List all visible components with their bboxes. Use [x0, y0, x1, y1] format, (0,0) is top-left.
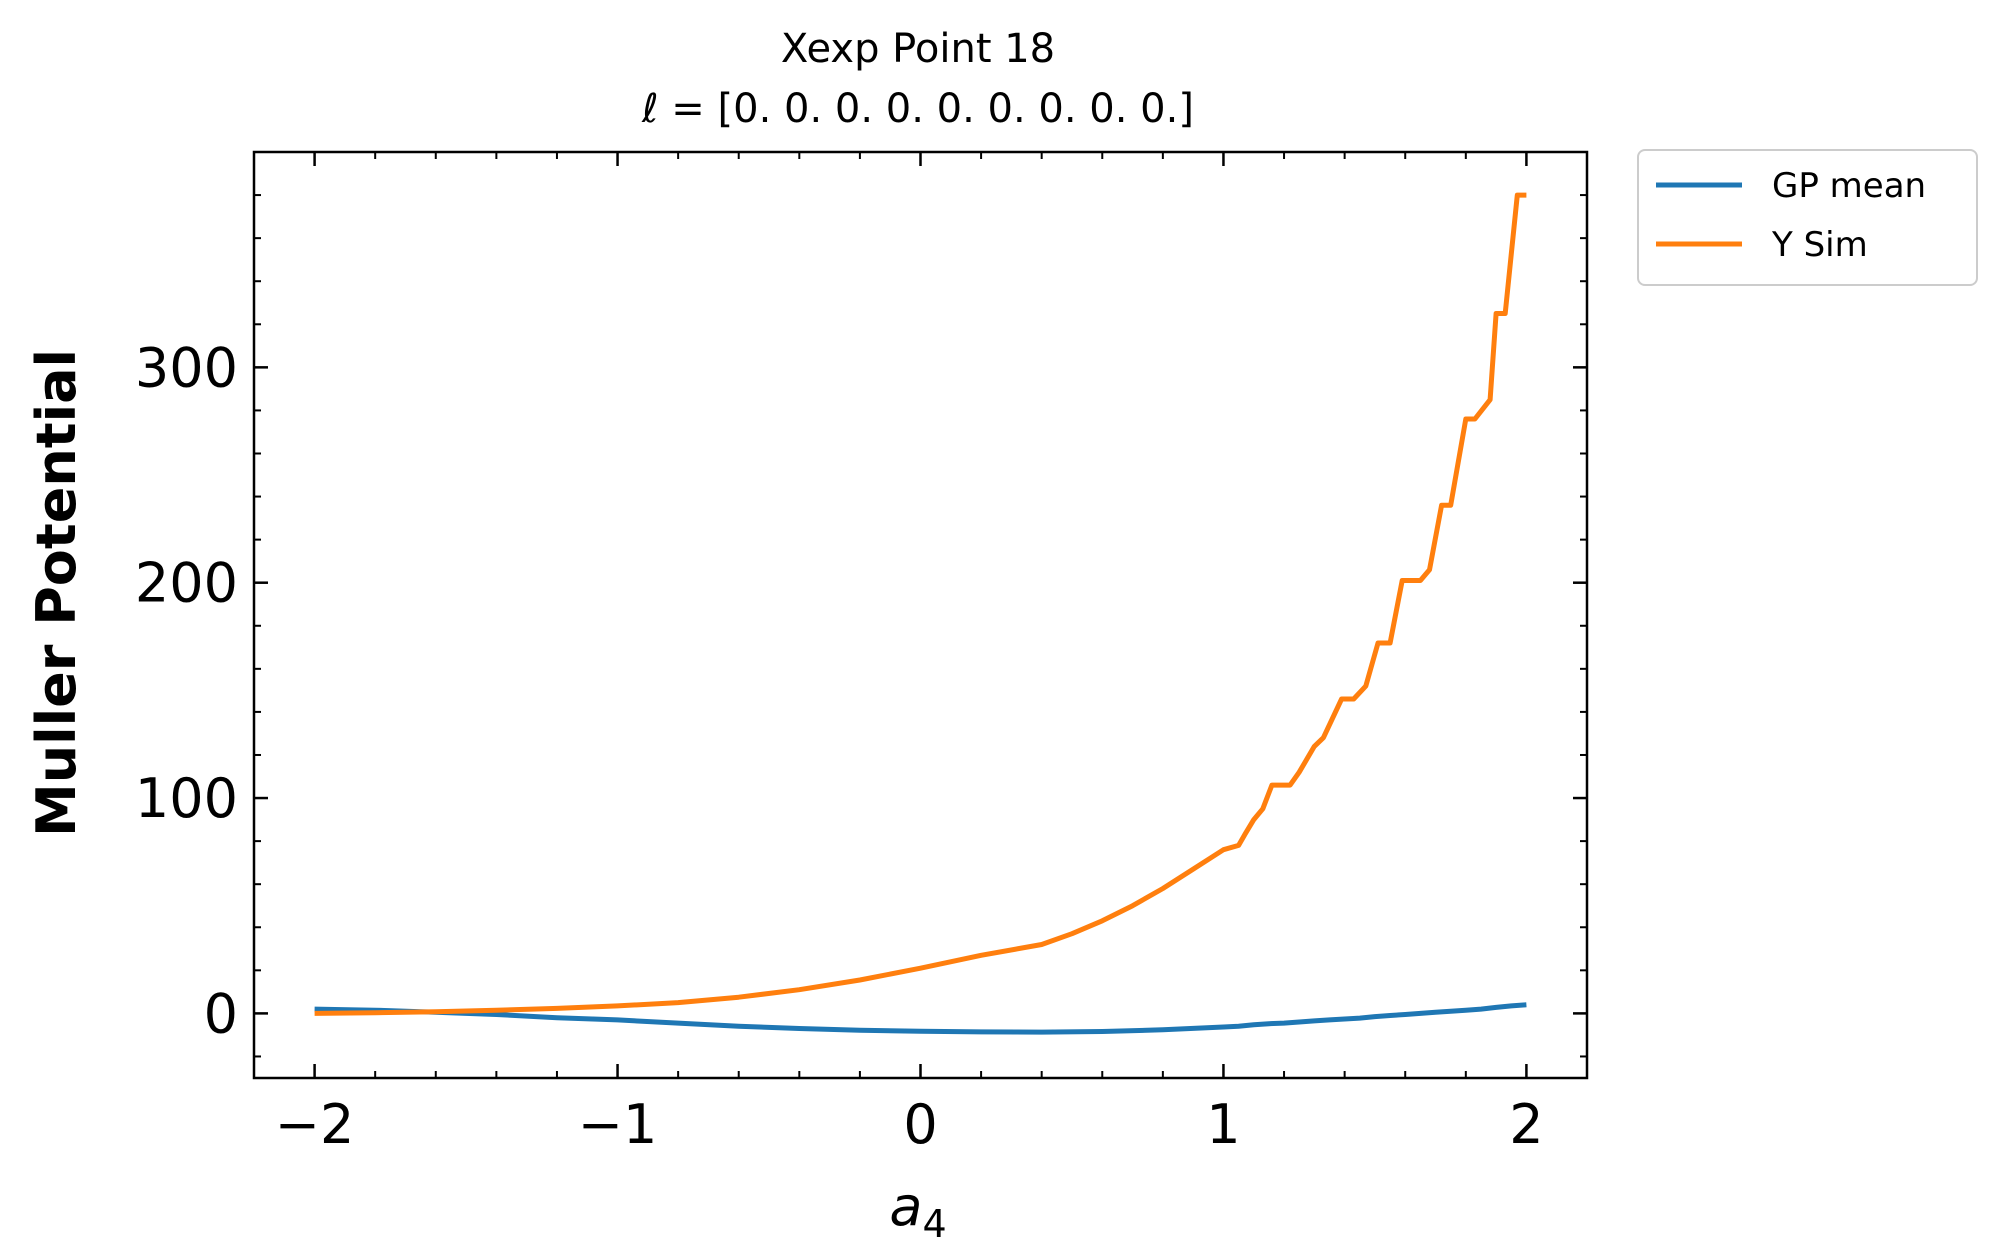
series-lines [314, 192, 1527, 1035]
x-tick-label: 1 [1206, 1093, 1240, 1156]
y-tick-label: 300 [135, 336, 238, 399]
legend-label-y-sim: Y Sim [1771, 225, 1868, 265]
ell-symbol: ℓ [641, 86, 659, 132]
y-tick-label: 100 [135, 767, 238, 830]
x-tick-label: −2 [275, 1093, 355, 1156]
series-line-y-sim [314, 192, 1527, 1016]
legend: GP mean Y Sim [1637, 149, 1978, 286]
y-tick-label: 200 [135, 552, 238, 615]
x-axis-label-base: a [889, 1175, 922, 1238]
x-axis-label: a4 [889, 1175, 946, 1246]
chart-title-line2: ℓ = [0. 0. 0. 0. 0. 0. 0. 0. 0.] [641, 86, 1194, 132]
x-axis-label-subscript: 4 [922, 1202, 946, 1246]
y-axis-label: Muller Potential [25, 349, 88, 837]
series-line-gp-mean [314, 1002, 1527, 1035]
x-tick-label: 0 [903, 1093, 937, 1156]
title-equals: = [659, 86, 718, 132]
axis-ticks: −2 −1 0 1 2 0 100 200 300 [135, 152, 1588, 1156]
y-tick-label: 0 [204, 982, 238, 1045]
chart-title-line1: Xexp Point 18 [781, 26, 1055, 72]
legend-label-gp-mean: GP mean [1772, 166, 1926, 206]
title-lengthscale-values: [0. 0. 0. 0. 0. 0. 0. 0. 0.] [718, 86, 1194, 132]
x-tick-label: 2 [1509, 1093, 1543, 1156]
x-tick-label: −1 [578, 1093, 658, 1156]
plot-frame [252, 150, 1589, 1080]
